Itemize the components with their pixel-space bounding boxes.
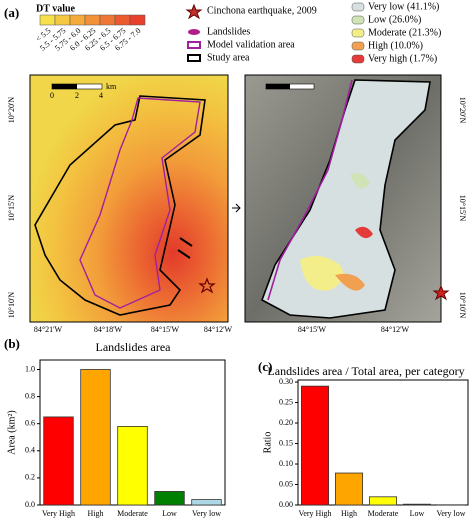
- y-tick-label: 0.00: [279, 500, 293, 509]
- study-area: [34, 95, 206, 316]
- lon-label: 84°15'W: [151, 325, 180, 334]
- x-tick-label: Very low: [436, 509, 465, 518]
- arrow: [232, 203, 241, 213]
- y-axis-label: Area (km²): [6, 410, 17, 454]
- lat-label: 10°15'N: [7, 195, 16, 222]
- zone: [300, 256, 344, 291]
- lon-label: 84°15'W: [298, 325, 327, 334]
- legend-swatch: [99, 14, 116, 26]
- lat-label: 10°15'N: [458, 195, 467, 222]
- y-tick-label: 0.2: [25, 473, 35, 482]
- bar: [334, 472, 363, 506]
- scale-text: 4: [99, 91, 103, 100]
- zone: [335, 273, 365, 291]
- legend-swatch: [114, 14, 131, 26]
- epicenter: [198, 277, 216, 294]
- legend-text: Landslides: [207, 26, 250, 37]
- y-tick-label: 0.20: [279, 418, 293, 427]
- lat-label: 10°10'N: [458, 292, 467, 319]
- lat-label: 10°10'N: [7, 292, 16, 319]
- y-tick-label: 0.0: [25, 500, 35, 509]
- y-tick-label: 0.10: [279, 459, 293, 468]
- scale-bar: [266, 84, 290, 89]
- dt-map: [29, 74, 229, 323]
- lon-label: 84°21'W: [34, 325, 63, 334]
- legend-text: Moderate (21.3%): [368, 27, 441, 38]
- panel-label: (b): [4, 336, 20, 351]
- study-icon: [187, 54, 201, 62]
- y-tick-label: 0.05: [279, 479, 293, 488]
- legend-title: DT value: [36, 3, 76, 14]
- legend-swatch: [39, 14, 56, 26]
- x-tick-label: Low: [410, 509, 425, 518]
- lon-label: 84°12'W: [204, 325, 233, 334]
- dt-legend: < 5.55.5 - 5.755.75 - 6.06.0 - 6.256.25 …: [34, 14, 146, 53]
- legend-swatch: [351, 41, 365, 51]
- bar: [368, 496, 397, 506]
- zone: [355, 226, 373, 239]
- legend-swatch: [129, 14, 146, 26]
- fault-arrow: [177, 237, 193, 259]
- panel-label: (a): [4, 5, 19, 20]
- y-tick-label: 0.4: [25, 446, 35, 455]
- zone: [350, 173, 370, 189]
- y-axis-label: Ratio: [262, 432, 273, 454]
- legend-text: Very low (41.1%): [368, 1, 439, 12]
- chart-title: Landslides area: [96, 340, 172, 354]
- lat-label: 10°20'N: [7, 97, 16, 124]
- bar: [154, 491, 185, 506]
- scale-text: km: [106, 82, 117, 91]
- lon-label: 84°12'W: [381, 325, 410, 334]
- bar: [402, 503, 431, 506]
- legend-text: Very high (1.7%): [368, 53, 437, 64]
- legend-swatch: [351, 54, 365, 64]
- x-tick-label: Very High: [298, 509, 331, 518]
- validation-area: [79, 97, 201, 309]
- x-tick-label: Moderate: [368, 509, 399, 518]
- scale-text: 0: [50, 91, 54, 100]
- y-tick-label: 1.0: [25, 364, 35, 373]
- y-tick-label: 0.8: [25, 391, 35, 400]
- x-tick-label: Low: [162, 509, 177, 518]
- susceptibility-legend: Very low (41.1%) Low (26.0%) Moderate (21.…: [351, 1, 441, 64]
- lat-label: 10°20'N: [458, 97, 467, 124]
- legend-swatch: [69, 14, 86, 26]
- legend-swatch: [351, 2, 365, 12]
- y-tick-label: 0.25: [279, 397, 293, 406]
- x-tick-label: Moderate: [117, 509, 148, 518]
- bar: [117, 426, 148, 506]
- legend-swatch: [351, 15, 365, 25]
- scale-text: 2: [75, 91, 79, 100]
- epicenter: [432, 284, 450, 301]
- x-tick-label: Very low: [192, 509, 221, 518]
- legend-text: Model validation area: [207, 39, 295, 50]
- x-tick-label: High: [88, 509, 104, 518]
- x-tick-label: High: [341, 509, 357, 518]
- x-tick-label: Very High: [42, 509, 75, 518]
- legend-text: Cinchona earthquake, 2009: [207, 5, 317, 16]
- bar: [191, 499, 222, 506]
- legend-text: High (10.0%): [368, 40, 423, 51]
- panel-label: (c): [258, 359, 272, 374]
- scale-bar: [52, 84, 77, 89]
- validation-area: [267, 79, 353, 301]
- validation-icon: [187, 41, 201, 49]
- legend-swatch: [351, 28, 365, 38]
- bar: [43, 416, 74, 506]
- legend-swatch: [54, 14, 71, 26]
- chart-title: Landslides area / Total area, per catego…: [267, 364, 464, 378]
- lon-label: 84°18'W: [94, 325, 123, 334]
- star-icon: [185, 3, 203, 20]
- legend-text: Study area: [207, 52, 250, 63]
- y-tick-label: 0.30: [279, 377, 293, 386]
- legend-text: Low (26.0%): [368, 14, 421, 25]
- landslide-icon: [188, 29, 200, 35]
- bar: [300, 385, 329, 506]
- legend-swatch: [84, 14, 101, 26]
- y-tick-label: 0.15: [279, 438, 293, 447]
- y-tick-label: 0.6: [25, 419, 35, 428]
- bar: [80, 369, 111, 506]
